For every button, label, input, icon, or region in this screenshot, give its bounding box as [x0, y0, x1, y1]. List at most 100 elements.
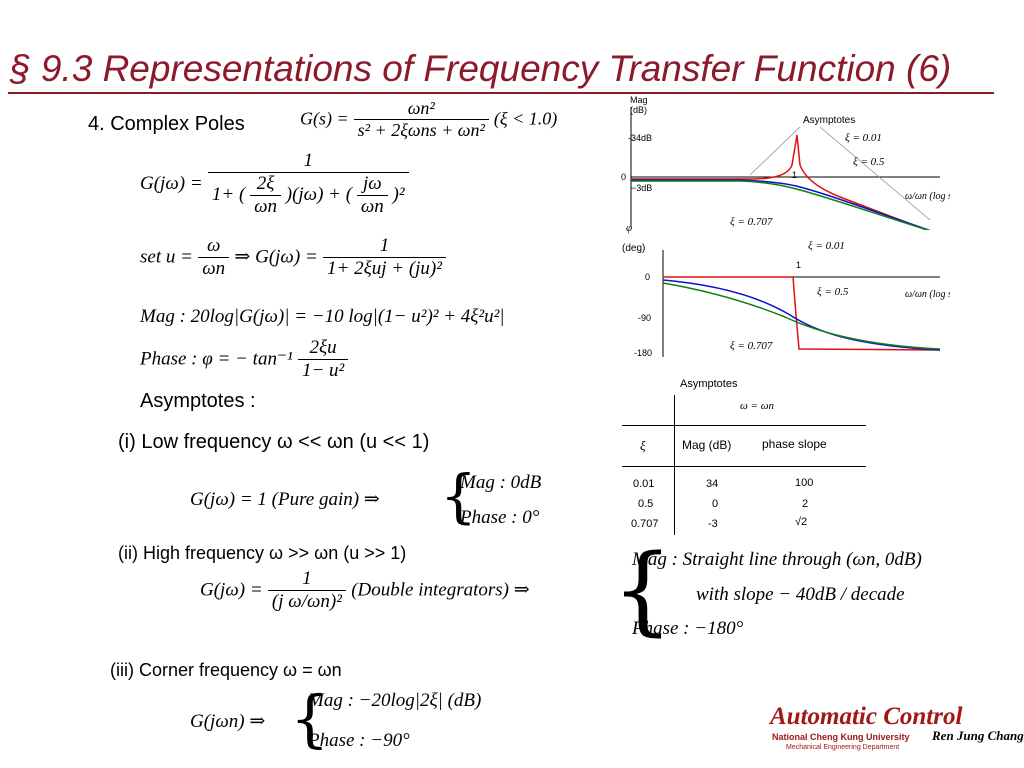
table-vline — [674, 395, 675, 535]
eq-gs-cond: (ξ < 1.0) — [493, 108, 558, 129]
eq-set-u: set u = ω ωn ⇒ G(jω) = 1 1+ 2ξuj + (ju)² — [140, 235, 446, 280]
table-col-xi: ξ — [640, 438, 646, 453]
eq-gs-num: ωn² — [407, 98, 435, 118]
eq-phase-den: 1− u² — [297, 359, 349, 382]
phase-curve-0.707 — [662, 282, 941, 350]
eq-phase-num: 2ξu — [309, 337, 337, 358]
eq-gjw-f2-num: jω — [362, 173, 382, 194]
table-hline-2 — [622, 466, 866, 467]
eq-set-den: ωn — [198, 257, 230, 280]
mag-curve-0.5 — [631, 179, 931, 230]
eq-gs-den: s² + 2ξωns + ωn² — [353, 119, 489, 141]
magnitude-bode-plot: Mag (dB) -34dB 0 −3dB Asymptotes ξ = 0.0… — [621, 95, 950, 230]
high-eq: G(jω) = 1 (j ω/ωn)² (Double integrators) … — [200, 568, 530, 613]
eq-mag: Mag : 20log|G(jω)| = −10 log|(1− u²)² + … — [140, 306, 505, 327]
phase-xaxis-label: ω/ωn (log scale) — [905, 289, 950, 300]
logo-university: National Cheng Kung University — [772, 732, 910, 742]
eq-phase: Phase : φ = − tan⁻¹ 2ξu 1− u² — [140, 337, 349, 382]
corner-mag: Mag : −20log|2ξ| (dB) — [308, 690, 482, 711]
low-frequency-heading: (i) Low frequency ω << ωn (u << 1) — [118, 431, 430, 453]
mag-tick-0: 0 — [621, 172, 626, 182]
low-eq: G(jω) = 1 (Pure gain) ⇒ — [190, 489, 380, 510]
low-mag: Mag : 0dB — [460, 472, 542, 493]
corner-phase: Phase : −90° — [308, 730, 410, 751]
high-mag: Mag : Straight line through (ωn, 0dB) — [632, 549, 922, 570]
mag-xaxis-label: ω/ωn (log scale) — [905, 191, 950, 202]
table-col-mag: Mag (dB) — [682, 438, 732, 452]
mag-asymptotes-label: Asymptotes — [803, 115, 855, 126]
eq-gjw-f2-den: ωn — [356, 195, 388, 218]
phase-label-1: 1 — [796, 260, 801, 270]
table-r1-xi: 0.01 — [633, 478, 655, 490]
table-r2-mag: 0 — [712, 498, 719, 510]
phase-ylabel-2: (deg) — [622, 243, 645, 254]
eq-set-rden: 1+ 2ξuj + (ju)² — [323, 257, 446, 280]
high-num: 1 — [302, 568, 312, 589]
author-signature: Ren Jung Chang — [932, 728, 1024, 743]
mag-curve-0.707 — [631, 180, 930, 230]
mag-label-0.5: ξ = 0.5 — [853, 156, 885, 168]
table-r3-phase: √2 — [795, 516, 808, 528]
mag-label-1: 1 — [792, 170, 797, 180]
section-label: 4. Complex Poles — [88, 113, 245, 135]
high-lhs: G(jω) = — [200, 579, 263, 601]
mag-label-0.01: ξ = 0.01 — [845, 132, 882, 144]
phase-label-0.01: ξ = 0.01 — [808, 240, 845, 252]
corner-heading: (iii) Corner frequency ω = ωn — [110, 660, 342, 680]
title-underline — [8, 92, 994, 94]
table-r2-xi: 0.5 — [638, 498, 654, 510]
phase-curve-0.5 — [662, 279, 941, 351]
mag-ylabel-2: (dB) — [630, 105, 647, 115]
eq-gjw-f1-num: 2ξ — [256, 173, 275, 194]
phase-tick-0: 0 — [645, 272, 650, 282]
logo-department: Mechanical Engineering Department — [786, 744, 900, 751]
table-hline-1 — [622, 425, 866, 426]
mag-tick-3: −3dB — [631, 183, 652, 193]
eq-gjw-f1-den: ωn — [250, 195, 281, 218]
mag-curve-0.01 — [631, 134, 929, 230]
eq-gjw-mid: )(jω) + ( — [285, 183, 353, 205]
logo-title: Automatic Control — [770, 703, 963, 730]
eq-transfer-function: G(s) = ωn² s² + 2ξωns + ωn² (ξ < 1.0) — [300, 98, 557, 141]
eq-gjw-num: 1 — [303, 150, 313, 171]
table-header-top: ω = ωn — [740, 400, 774, 412]
mag-tick-34: -34dB — [628, 133, 652, 143]
low-brace: { — [440, 462, 477, 530]
high-brace: { — [612, 534, 674, 646]
corner-eq: G(jωn) ⇒ — [190, 711, 266, 732]
corner-brace: { — [290, 682, 330, 755]
page-title: § 9.3 Representations of Frequency Trans… — [10, 48, 952, 89]
phase-tick-180: -180 — [634, 348, 652, 358]
table-col-phase: phase slope — [762, 437, 827, 451]
high-phase: Phase : −180° — [632, 618, 744, 639]
table-r2-phase: 2 — [802, 498, 809, 510]
high-desc: (Double integrators) ⇒ — [351, 579, 530, 601]
table-title: Asymptotes — [680, 378, 738, 390]
mag-ylabel-1: Mag — [630, 95, 648, 105]
eq-set-pre: set u = — [140, 246, 193, 268]
phase-bode-plot: φ (deg) 0 -90 -180 ξ = 0.01 1 ξ = 0.5 ξ … — [622, 225, 950, 358]
phase-curve-0.01 — [663, 276, 941, 351]
high-den: (j ω/ωn)² — [267, 590, 346, 613]
eq-set-arrow: ⇒ G(jω) = — [234, 246, 318, 268]
table-r3-xi: 0.707 — [631, 518, 659, 530]
mag-label-0.707: ξ = 0.707 — [730, 216, 773, 228]
eq-gs-lhs: G(s) = — [300, 108, 349, 129]
phase-ylabel-1: φ — [626, 225, 632, 234]
eq-gjw-den1: 1+ ( — [211, 183, 246, 205]
phase-tick-90: -90 — [638, 313, 651, 323]
eq-gjw-lhs: G(jω) = — [140, 173, 203, 195]
phase-label-0.707: ξ = 0.707 — [730, 340, 773, 352]
eq-set-num: ω — [206, 235, 221, 256]
eq-set-rnum: 1 — [379, 235, 390, 256]
eq-gjw: G(jω) = 1 1+ ( 2ξ ωn )(jω) + ( jω ωn )² — [140, 150, 409, 218]
low-phase: Phase : 0° — [460, 507, 540, 528]
asymptotes-heading: Asymptotes : — [140, 390, 256, 412]
phase-label-0.5: ξ = 0.5 — [817, 286, 849, 298]
eq-phase-pre: Phase : φ = − tan⁻¹ — [140, 348, 293, 370]
high-frequency-heading: (ii) High frequency ω >> ωn (u >> 1) — [118, 543, 407, 563]
table-r3-mag: -3 — [708, 518, 718, 530]
table-r1-phase: 100 — [795, 477, 814, 489]
eq-gjw-tail: )² — [392, 183, 405, 205]
high-slope: with slope − 40dB / decade — [696, 584, 905, 605]
